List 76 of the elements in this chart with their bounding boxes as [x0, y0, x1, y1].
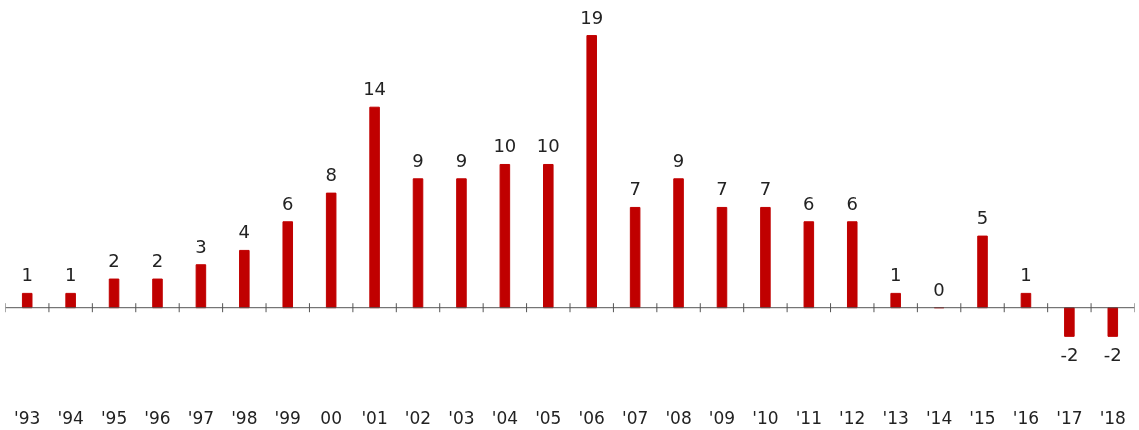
data-label: 2	[151, 250, 164, 272]
bar	[65, 292, 76, 309]
bar	[369, 106, 380, 309]
x-tick-label: '10	[752, 407, 779, 428]
bar	[1064, 307, 1075, 337]
x-tick-label: '99	[274, 407, 301, 428]
data-label: 8	[325, 164, 337, 186]
x-tick-label: '07	[621, 407, 649, 428]
data-label: 7	[716, 178, 728, 200]
x-tick-label: '17	[1056, 407, 1083, 428]
data-label: 0	[933, 278, 945, 300]
x-tick-label: '01	[361, 407, 388, 428]
x-tick-label: '16	[1012, 407, 1040, 428]
x-tick-label: '05	[535, 407, 562, 428]
x-tick-label: '13	[882, 407, 909, 428]
x-tick-label: '96	[144, 407, 171, 428]
data-label: 6	[803, 192, 815, 214]
x-tick-label: '98	[231, 407, 258, 428]
data-label: 5	[976, 207, 989, 229]
x-tick-label: 00	[320, 407, 342, 428]
data-label: 9	[672, 149, 685, 171]
bar	[673, 178, 684, 309]
x-tick-label: '09	[708, 407, 736, 428]
data-label: 9	[455, 149, 468, 171]
data-label: 6	[282, 192, 294, 214]
bar	[977, 235, 988, 309]
data-label: 19	[580, 6, 604, 28]
x-tick-label: '02	[404, 407, 432, 428]
data-label: 1	[1020, 264, 1032, 286]
data-label: 1	[21, 264, 33, 286]
bar	[21, 292, 33, 309]
data-label: -2	[1103, 344, 1122, 366]
data-label: 6	[846, 192, 858, 214]
x-tick-label: '94	[57, 407, 84, 428]
data-label: 10	[536, 135, 560, 157]
bar	[716, 206, 728, 309]
x-tick-label: '97	[187, 407, 215, 428]
x-tick-label: '93	[14, 407, 41, 428]
bar	[499, 163, 511, 309]
x-tick-label: '14	[925, 407, 953, 428]
data-label: -2	[1060, 344, 1079, 366]
bar	[412, 178, 424, 309]
x-tick-label: '04	[491, 407, 519, 428]
bar	[1107, 307, 1119, 337]
x-tick-label: '08	[665, 407, 692, 428]
x-tick-label: '15	[969, 407, 996, 428]
data-label: 3	[195, 235, 207, 257]
bar	[629, 206, 641, 309]
x-tick-label: '11	[795, 407, 822, 428]
data-label: 1	[889, 264, 902, 286]
data-label: 4	[238, 221, 251, 243]
bar	[803, 221, 815, 309]
data-label: 7	[759, 178, 772, 200]
x-tick-label: '12	[839, 407, 866, 428]
bar	[760, 206, 771, 309]
bar	[152, 278, 163, 309]
bar	[456, 178, 467, 309]
data-label: 14	[363, 78, 387, 100]
x-tick-label: '03	[448, 407, 475, 428]
x-tick-label: '95	[100, 407, 128, 428]
data-label: 2	[108, 250, 120, 272]
bar	[846, 221, 858, 309]
bar	[890, 292, 901, 309]
x-tick-label: '06	[578, 407, 605, 428]
x-tick-label: '18	[1099, 407, 1126, 428]
data-label: 1	[64, 264, 77, 286]
data-label: 9	[412, 149, 424, 171]
data-label: 10	[493, 135, 517, 157]
bar	[586, 35, 597, 309]
data-label: 7	[629, 178, 641, 200]
bar	[108, 278, 120, 309]
bar	[195, 264, 207, 309]
bar	[543, 163, 554, 309]
bar	[239, 249, 250, 309]
bar	[325, 192, 337, 309]
bar	[282, 221, 294, 309]
